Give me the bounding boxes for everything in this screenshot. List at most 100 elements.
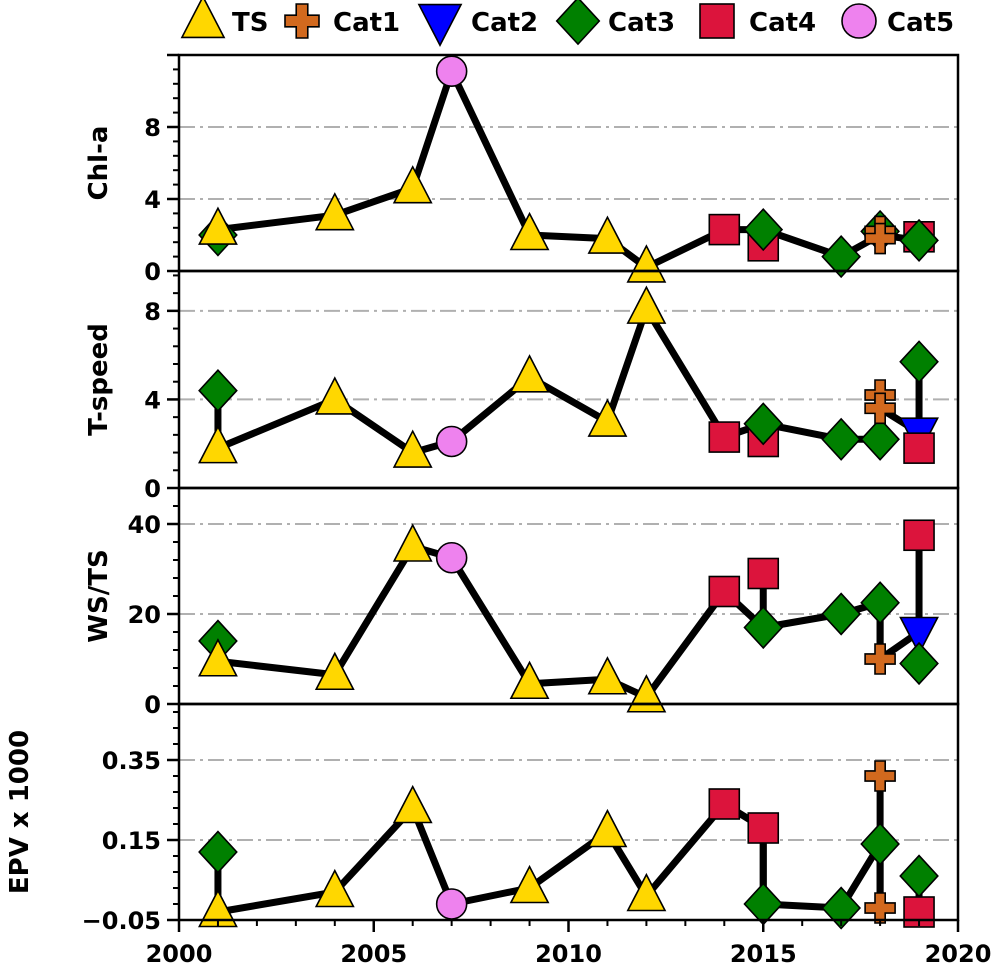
legend-entry-cat2: Cat2 bbox=[417, 3, 538, 47]
marker-cat5 bbox=[435, 425, 468, 458]
marker-cat4 bbox=[903, 432, 935, 464]
y-tick-label: 0 bbox=[144, 258, 161, 286]
y-axis-label: T-speed bbox=[84, 323, 114, 436]
marker-ts bbox=[509, 354, 550, 393]
legend-entry-cat4: Cat4 bbox=[699, 3, 816, 39]
marker-cat3 bbox=[821, 592, 862, 636]
marker-ts bbox=[392, 429, 433, 468]
marker-ts bbox=[587, 656, 628, 695]
marker-cat1 bbox=[864, 760, 896, 792]
marker-cat1 bbox=[864, 643, 896, 675]
marker-ts bbox=[587, 398, 628, 437]
legend-entry-cat1: Cat1 bbox=[284, 3, 400, 39]
legend-label-ts: TS bbox=[232, 8, 268, 38]
legend-label-cat1: Cat1 bbox=[333, 8, 400, 38]
marker-cat4 bbox=[903, 519, 935, 552]
panel-t-speed: 0 4 8 T-speed bbox=[84, 269, 960, 503]
marker-cat3 bbox=[899, 854, 939, 898]
marker-cat4 bbox=[708, 788, 741, 820]
marker-cat4 bbox=[708, 575, 741, 608]
legend-entry-cat3: Cat3 bbox=[555, 0, 675, 46]
legend-marker-cat1 bbox=[284, 3, 320, 39]
x-tick-label: 2010 bbox=[535, 940, 602, 968]
y-tick-label: 8 bbox=[144, 114, 161, 142]
marker-cat3 bbox=[198, 830, 238, 874]
marker-cat3 bbox=[899, 340, 939, 384]
x-tick-label: 2005 bbox=[340, 940, 407, 968]
legend-label-cat4: Cat4 bbox=[749, 8, 816, 38]
marker-cat3 bbox=[821, 886, 862, 930]
marker-ts bbox=[314, 192, 355, 231]
y-axis-label: EPV x 1000 bbox=[5, 730, 35, 894]
marker-ts bbox=[509, 211, 550, 251]
shared-x-axis: 2000 2005 2010 2015 2020 bbox=[146, 920, 992, 968]
y-tick-label: 0 bbox=[144, 475, 161, 503]
marker-cat3 bbox=[860, 581, 900, 625]
legend-marker-cat2 bbox=[417, 3, 463, 47]
marker-ts bbox=[509, 864, 550, 904]
marker-cat4 bbox=[708, 213, 741, 246]
marker-ts bbox=[198, 425, 238, 464]
marker-ts bbox=[392, 165, 433, 204]
y-axis-label: WS/TS bbox=[84, 549, 114, 642]
marker-ts bbox=[198, 638, 238, 677]
marker-ts bbox=[587, 215, 628, 254]
y-tick-label: −0.05 bbox=[82, 907, 161, 935]
marker-ts bbox=[392, 784, 433, 824]
series-line bbox=[214, 305, 923, 457]
marker-cat4 bbox=[708, 421, 741, 453]
legend-label-cat2: Cat2 bbox=[471, 8, 538, 38]
x-tick-label: 2020 bbox=[925, 940, 992, 968]
marker-cat3 bbox=[743, 402, 784, 446]
y-tick-label: 40 bbox=[128, 511, 161, 539]
chart-panels: 0 4 8 Chl-a 0 4 8 T-speed 0 20 40 WS/TS −0.05 0.15 0.3… bbox=[5, 53, 960, 935]
legend-marker-ts bbox=[180, 0, 226, 39]
y-tick-label: 4 bbox=[144, 386, 161, 414]
marker-cat3 bbox=[743, 882, 784, 926]
panel-chl-a: 0 4 8 Chl-a bbox=[84, 53, 960, 286]
marker-cat5 bbox=[435, 55, 468, 87]
marker-cat3 bbox=[899, 641, 939, 686]
series-line bbox=[214, 800, 884, 916]
series-line bbox=[214, 67, 923, 271]
marker-cat3 bbox=[821, 235, 862, 279]
marker-cat2 bbox=[899, 616, 939, 656]
legend-label-cat3: Cat3 bbox=[608, 8, 675, 38]
panel-ws-ts: 0 20 40 WS/TS bbox=[84, 486, 960, 719]
marker-cat3 bbox=[821, 417, 862, 461]
legend-entry-ts: TS bbox=[180, 0, 268, 39]
y-axis-label: Chl-a bbox=[84, 126, 114, 201]
marker-cat3 bbox=[860, 822, 900, 866]
marker-cat3 bbox=[743, 605, 784, 650]
marker-cat3 bbox=[743, 208, 784, 252]
legend-marker-cat4 bbox=[699, 3, 735, 39]
marker-ts bbox=[314, 651, 355, 691]
marker-cat3 bbox=[860, 417, 900, 461]
marker-cat5 bbox=[435, 541, 468, 574]
marker-cat1 bbox=[864, 392, 896, 425]
y-tick-label: 20 bbox=[128, 601, 161, 629]
marker-ts bbox=[198, 206, 238, 245]
marker-cat1 bbox=[864, 222, 896, 255]
y-tick-label: 4 bbox=[144, 186, 161, 214]
legend-marker-cat5 bbox=[841, 3, 877, 39]
marker-ts bbox=[314, 376, 355, 415]
marker-cat3 bbox=[198, 368, 238, 413]
marker-cat1 bbox=[864, 892, 896, 924]
y-tick-label: 8 bbox=[144, 298, 161, 326]
x-tick-label: 2000 bbox=[146, 940, 213, 968]
marker-ts bbox=[626, 872, 667, 912]
marker-ts bbox=[314, 868, 355, 908]
marker-ts bbox=[626, 244, 667, 283]
y-tick-label: 0 bbox=[144, 691, 161, 719]
marker-cat3 bbox=[899, 218, 939, 262]
legend-entry-cat5: Cat5 bbox=[841, 3, 954, 39]
chart-legend: TS Cat1 Cat2 Cat3 Cat4 Cat5 bbox=[180, 0, 954, 47]
marker-cat5 bbox=[435, 888, 468, 920]
marker-cat4 bbox=[747, 557, 780, 590]
marker-cat4 bbox=[747, 812, 780, 844]
x-tick-label: 2015 bbox=[730, 940, 797, 968]
y-tick-label: 0.35 bbox=[102, 747, 161, 775]
y-tick-label: 0.15 bbox=[102, 827, 161, 855]
